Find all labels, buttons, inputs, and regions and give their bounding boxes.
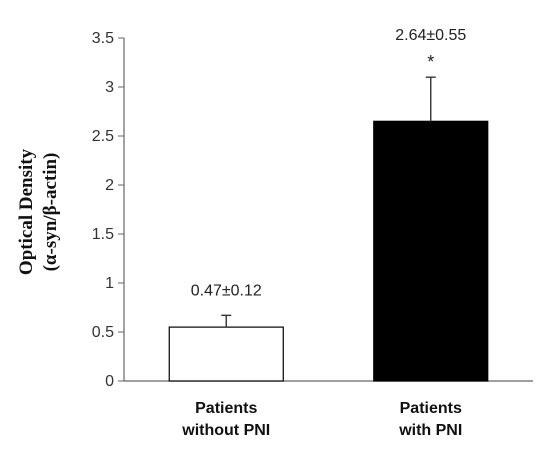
x-tick-label: Patients [195,400,257,417]
y-tick-label: 0.5 [92,324,114,341]
y-ticks: 0 0.5 1 1.5 2 2.5 3 3.5 [92,30,124,390]
y-tick-label: 0 [105,373,114,390]
data-label: 2.64±0.55 [395,27,466,44]
y-tick-label: 1.5 [92,226,114,243]
x-tick-labels: Patients without PNI Patients with PNI [181,400,462,439]
y-tick-label: 3 [105,79,114,96]
y-tick-label: 2.5 [92,128,114,145]
y-tick-label: 2 [105,177,114,194]
y-axis-label-line-2: (α-syn/β-actin) [40,153,61,272]
y-tick-label: 3.5 [92,30,114,47]
bars: 0.47±0.12 2.64±0.55 * [168,27,489,382]
data-label: 0.47±0.12 [191,282,262,299]
bar [168,326,284,382]
y-tick-label: 1 [105,275,114,292]
x-tick-label: Patients [400,400,462,417]
bar [373,120,489,382]
y-axis-label-line-1: Optical Density [16,148,37,275]
y-axis-label: Optical Density (α-syn/β-actin) [16,148,61,275]
x-tick-label: without PNI [181,422,270,439]
significance-marker: * [427,52,434,72]
x-tick-label: with PNI [398,422,462,439]
